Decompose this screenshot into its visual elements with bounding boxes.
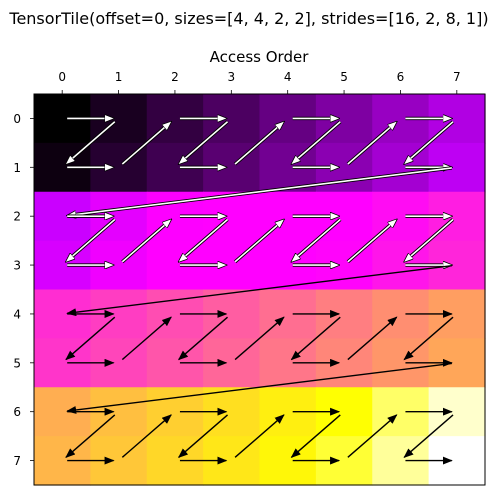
y-tick-label: 6 — [13, 405, 21, 419]
access-arrow — [66, 120, 116, 164]
x-ticks: 0 1 2 3 4 5 6 7 — [58, 70, 461, 94]
access-arrow — [121, 414, 172, 458]
access-arrow — [66, 264, 452, 317]
y-tick-label: 4 — [13, 307, 21, 321]
access-arrow — [291, 218, 342, 261]
access-arrow — [291, 120, 342, 164]
access-arrow — [234, 414, 285, 458]
access-arrow — [177, 316, 228, 361]
access-arrow — [234, 316, 285, 361]
access-arrow — [347, 316, 398, 361]
y-tick-label: 2 — [13, 210, 21, 224]
access-arrow — [233, 122, 284, 166]
x-tick-label: 5 — [340, 70, 348, 84]
x-tick-label: 2 — [171, 70, 179, 84]
access-arrow — [404, 218, 455, 261]
access-arrow — [66, 218, 116, 261]
access-arrow — [403, 414, 454, 458]
y-tick-label: 1 — [13, 161, 21, 175]
x-tick-label: 7 — [453, 70, 461, 84]
access-arrow — [66, 362, 452, 414]
access-arrow — [65, 414, 116, 458]
access-arrow — [347, 414, 398, 458]
access-arrow — [346, 219, 397, 264]
y-ticks: 0 1 2 3 4 5 6 7 — [13, 112, 34, 468]
access-arrow — [177, 414, 228, 458]
access-arrow — [346, 122, 397, 166]
access-arrow — [290, 316, 341, 361]
access-arrow — [179, 218, 229, 261]
access-arrow — [65, 316, 116, 361]
x-tick-label: 3 — [227, 70, 235, 84]
x-tick-label: 0 — [58, 70, 66, 84]
access-order-arrows — [65, 118, 455, 465]
y-tick-label: 3 — [13, 259, 21, 273]
access-arrow — [403, 316, 454, 361]
x-tick-label: 6 — [397, 70, 405, 84]
access-arrow — [233, 219, 284, 264]
access-arrow — [179, 120, 229, 164]
access-arrow — [121, 316, 172, 361]
x-tick-label: 4 — [284, 70, 292, 84]
x-tick-label: 1 — [115, 70, 123, 84]
access-arrow — [67, 166, 453, 216]
access-arrow — [404, 120, 455, 164]
y-tick-label: 7 — [13, 454, 21, 468]
y-tick-label: 0 — [13, 112, 21, 126]
plot-frame — [33, 93, 486, 486]
access-arrow — [290, 414, 341, 458]
access-arrow — [121, 219, 171, 264]
access-arrow — [121, 122, 171, 166]
x-axis-label: Access Order — [210, 48, 310, 66]
y-tick-label: 5 — [13, 356, 21, 370]
chart-title: TensorTile(offset=0, sizes=[4, 4, 2, 2],… — [8, 9, 488, 28]
